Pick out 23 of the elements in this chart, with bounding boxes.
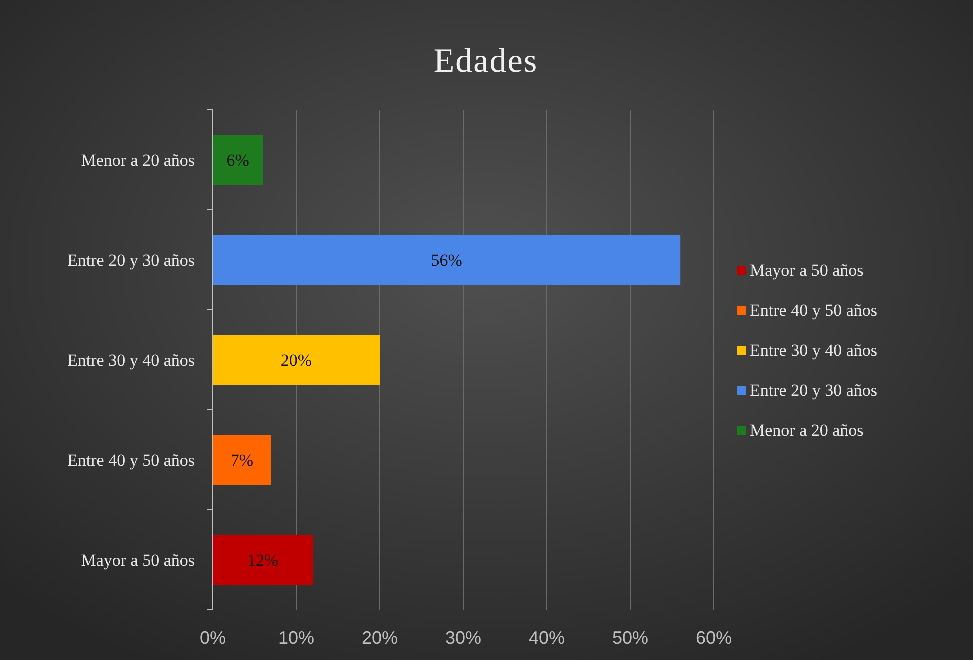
- x-tick-label: 50%: [612, 628, 649, 648]
- y-tick-label: Menor a 20 años: [81, 151, 195, 170]
- legend-label: Entre 20 y 30 años: [750, 381, 878, 400]
- x-tick-label: 60%: [696, 628, 732, 648]
- x-tick-label: 10%: [278, 628, 315, 648]
- data-label: 7%: [230, 451, 254, 470]
- legend-label: Entre 30 y 40 años: [750, 341, 878, 360]
- data-label: 20%: [280, 351, 312, 370]
- legend-label: Entre 40 y 50 años: [750, 301, 878, 320]
- y-tick-label: Entre 20 y 30 años: [68, 251, 195, 270]
- data-label: 6%: [226, 151, 250, 170]
- y-tick-label: Entre 40 y 50 años: [68, 451, 195, 470]
- y-tick-label: Entre 30 y 40 años: [68, 351, 195, 370]
- x-tick-label: 0%: [200, 628, 226, 648]
- x-tick-label: 40%: [528, 628, 566, 648]
- legend-label: Menor a 20 años: [750, 421, 864, 440]
- chart-title: Edades: [434, 43, 538, 80]
- data-label: 12%: [248, 551, 279, 570]
- x-tick-label: 30%: [445, 628, 482, 648]
- legend-label: Mayor a 50 años: [750, 261, 864, 280]
- data-label: 56%: [431, 251, 462, 270]
- y-tick-label: Mayor a 50 años: [81, 551, 195, 570]
- x-tick-label: 20%: [362, 628, 398, 648]
